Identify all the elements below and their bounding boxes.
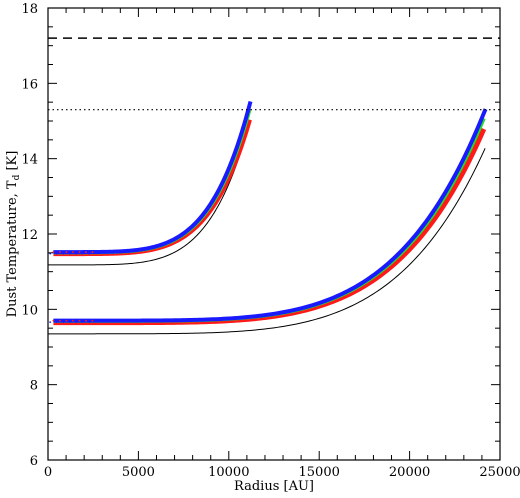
series-point-group-0 (72, 251, 74, 253)
series-point-group-1 (72, 319, 74, 322)
plot-frame (47, 7, 501, 461)
y-axis-label-unit: [K] (5, 151, 20, 175)
series-point-group-0 (78, 251, 81, 253)
y-tick-label: 16 (21, 77, 38, 92)
series-green-group-0 (53, 109, 252, 255)
series-red-group-1 (53, 127, 487, 326)
series-blue-group-0 (53, 100, 253, 255)
series-point-group-1 (81, 321, 84, 324)
series-point-group-1 (59, 319, 61, 322)
y-tick-label: 10 (21, 303, 38, 318)
reference-lines (48, 37, 500, 111)
x-tick-label: 15000 (299, 465, 340, 480)
y-axis-label-subscript: d (12, 174, 22, 180)
series-point-group-0 (91, 251, 94, 253)
y-tick-label: 18 (21, 2, 38, 17)
series-green-group-1 (53, 117, 486, 323)
y-tick-label: 14 (21, 153, 38, 168)
series-black-group-0 (48, 119, 251, 266)
series-black-group-1 (48, 148, 486, 335)
y-axis-label-main: Dust Temperature, T (5, 180, 20, 317)
series-point-group-0 (62, 252, 65, 255)
x-tick-label: 0 (44, 465, 52, 480)
series-blue-group-1 (53, 108, 488, 323)
series-point-group-1 (55, 321, 58, 324)
ticks-layer (47, 7, 501, 461)
series-point-group-1 (75, 321, 78, 324)
series-point-group-0 (85, 251, 87, 253)
series-point-group-0 (59, 251, 61, 253)
y-tick-label: 12 (21, 228, 38, 243)
series-point-group-0 (81, 252, 84, 255)
series-point-group-1 (78, 319, 81, 322)
series-point-group-1 (65, 319, 68, 322)
series-point-group-0 (75, 252, 78, 255)
series-point-group-0 (65, 251, 68, 253)
tick-labels: 0 5000 10000 15000 20000 25000 6 8 10 12 14 16 18 (21, 2, 520, 480)
y-axis-label: Dust Temperature, Td [K] (5, 151, 22, 318)
y-tick-label: 6 (30, 454, 38, 469)
series-point-group-1 (68, 321, 71, 324)
series-point-group-1 (62, 321, 65, 324)
series-point-group-0 (88, 252, 91, 255)
x-tick-label: 5000 (122, 465, 155, 480)
series-point-group-0 (55, 252, 58, 255)
x-tick-label: 10000 (208, 465, 249, 480)
series-point-group-1 (52, 319, 55, 322)
series-point-group-0 (68, 252, 71, 255)
series-point-group-1 (91, 319, 94, 322)
series-point-group-1 (88, 321, 91, 324)
series-layer (48, 100, 488, 335)
x-axis-label: Radius [AU] (234, 479, 314, 494)
series-point-group-1 (85, 319, 87, 322)
x-tick-label: 25000 (479, 465, 520, 480)
x-tick-label: 20000 (389, 465, 430, 480)
y-tick-label: 8 (30, 379, 38, 394)
series-point-group-1 (49, 321, 52, 324)
